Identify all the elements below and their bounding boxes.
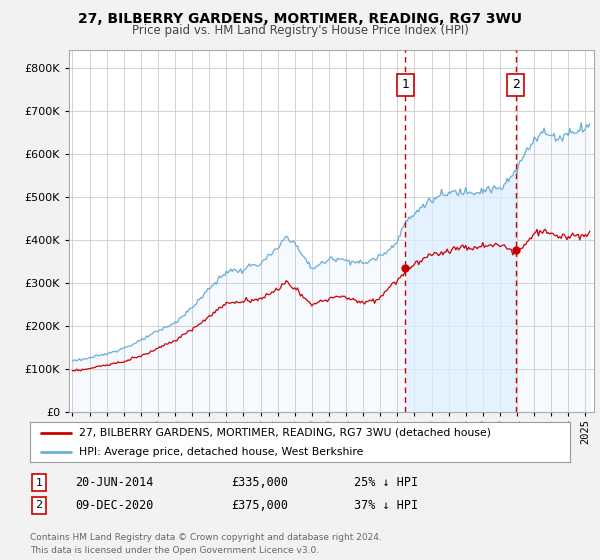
Text: 2: 2	[35, 500, 43, 510]
Text: 27, BILBERRY GARDENS, MORTIMER, READING, RG7 3WU (detached house): 27, BILBERRY GARDENS, MORTIMER, READING,…	[79, 428, 491, 438]
Text: HPI: Average price, detached house, West Berkshire: HPI: Average price, detached house, West…	[79, 447, 363, 457]
Text: 1: 1	[401, 78, 409, 91]
Text: Contains HM Land Registry data © Crown copyright and database right 2024.
This d: Contains HM Land Registry data © Crown c…	[30, 533, 382, 554]
Text: 2: 2	[512, 78, 520, 91]
Text: 20-JUN-2014: 20-JUN-2014	[75, 476, 154, 489]
Text: 25% ↓ HPI: 25% ↓ HPI	[354, 476, 418, 489]
Text: 37% ↓ HPI: 37% ↓ HPI	[354, 498, 418, 512]
Text: 09-DEC-2020: 09-DEC-2020	[75, 498, 154, 512]
Text: Price paid vs. HM Land Registry's House Price Index (HPI): Price paid vs. HM Land Registry's House …	[131, 24, 469, 36]
Text: £335,000: £335,000	[231, 476, 288, 489]
Text: 27, BILBERRY GARDENS, MORTIMER, READING, RG7 3WU: 27, BILBERRY GARDENS, MORTIMER, READING,…	[78, 12, 522, 26]
Text: £375,000: £375,000	[231, 498, 288, 512]
Text: 1: 1	[35, 478, 43, 488]
